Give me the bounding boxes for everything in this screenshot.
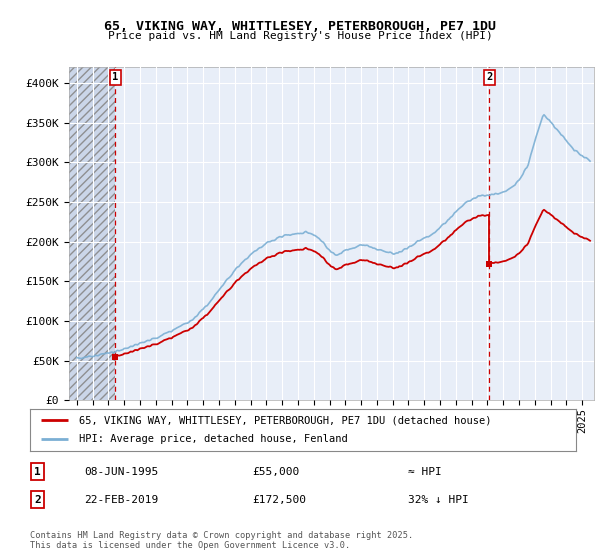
Text: HPI: Average price, detached house, Fenland: HPI: Average price, detached house, Fenl… [79, 435, 348, 445]
Text: 08-JUN-1995: 08-JUN-1995 [84, 466, 158, 477]
Text: 1: 1 [112, 72, 119, 82]
Text: Price paid vs. HM Land Registry's House Price Index (HPI): Price paid vs. HM Land Registry's House … [107, 31, 493, 41]
Text: Contains HM Land Registry data © Crown copyright and database right 2025.
This d: Contains HM Land Registry data © Crown c… [30, 531, 413, 550]
Text: 65, VIKING WAY, WHITTLESEY, PETERBOROUGH, PE7 1DU (detached house): 65, VIKING WAY, WHITTLESEY, PETERBOROUGH… [79, 415, 491, 425]
Text: 32% ↓ HPI: 32% ↓ HPI [408, 494, 469, 505]
Text: £55,000: £55,000 [252, 466, 299, 477]
Text: 1: 1 [34, 466, 41, 477]
Text: £172,500: £172,500 [252, 494, 306, 505]
Text: 2: 2 [34, 494, 41, 505]
Text: 22-FEB-2019: 22-FEB-2019 [84, 494, 158, 505]
Text: 2: 2 [487, 72, 493, 82]
Text: 65, VIKING WAY, WHITTLESEY, PETERBOROUGH, PE7 1DU: 65, VIKING WAY, WHITTLESEY, PETERBOROUGH… [104, 20, 496, 32]
Bar [69, 67, 115, 400]
Text: ≈ HPI: ≈ HPI [408, 466, 442, 477]
